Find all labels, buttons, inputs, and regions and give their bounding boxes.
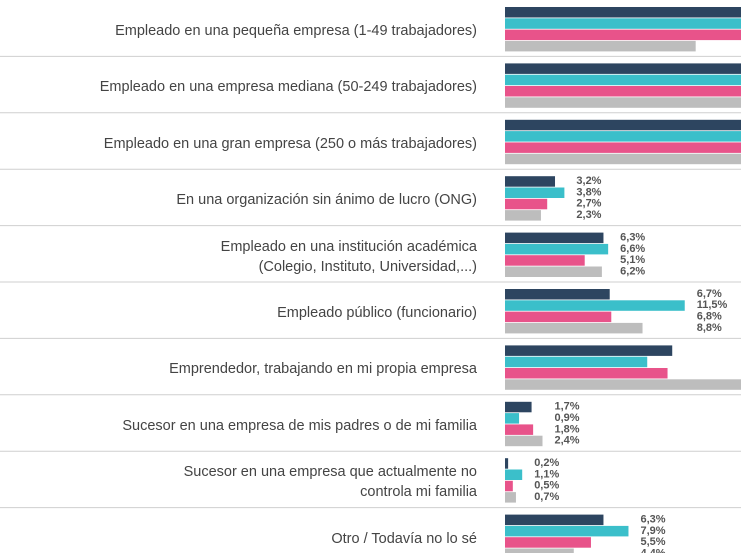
bar [505, 74, 741, 86]
bar [505, 424, 534, 435]
bar [505, 29, 741, 41]
value-label: 1,8% [555, 423, 580, 435]
bar [505, 232, 604, 244]
category-label: En una organización sin ánimo de lucro (… [176, 192, 477, 209]
bar [505, 7, 741, 18]
category-label: Empleado en una empresa mediana (50-249 … [99, 79, 477, 96]
bar [505, 142, 741, 153]
bar [505, 119, 741, 131]
value-label: 6,6% [620, 243, 645, 255]
value-label: 4,4% [640, 547, 665, 553]
bar [505, 379, 741, 390]
value-label: 6,3% [620, 232, 645, 244]
category-label: Sucesor en una empresa que actualmente n… [183, 464, 477, 501]
category-label: Otro / Todavía no lo sé [331, 530, 477, 547]
value-label: 0,2% [534, 457, 559, 469]
bar [505, 401, 532, 413]
bar [505, 153, 741, 165]
bar [505, 40, 696, 52]
bar [505, 469, 523, 480]
value-label: 0,9% [555, 412, 580, 424]
bar [505, 63, 741, 74]
value-label: 1,7% [555, 401, 580, 413]
value-label: 2,3% [576, 209, 601, 221]
category-label: Emprendedor, trabajando en mi propia emp… [169, 361, 477, 378]
value-label: 3,2% [576, 175, 601, 187]
bar [505, 86, 741, 97]
value-label: 0,7% [534, 491, 559, 503]
bar [505, 322, 643, 334]
bar [505, 514, 604, 526]
bar [505, 131, 741, 142]
category-label: Empleado en una gran empresa (250 o más … [103, 135, 477, 152]
category-label: Sucesor en una empresa de mis padres o d… [122, 417, 477, 434]
bar [505, 525, 629, 537]
value-label: 3,8% [576, 186, 601, 198]
bar [505, 243, 609, 255]
category-label: Empleado en una pequeña empresa (1-49 tr… [115, 23, 477, 39]
bar [505, 198, 548, 210]
bar [505, 300, 685, 311]
value-label: 2,4% [555, 435, 580, 447]
value-label: 1,1% [534, 468, 559, 480]
bar [505, 480, 513, 492]
bar [505, 492, 516, 503]
value-label: 6,2% [620, 265, 645, 277]
bar [505, 266, 602, 277]
category-label: Empleado en una institución académica (C… [220, 238, 477, 275]
bar [505, 345, 673, 356]
bar [505, 255, 585, 266]
bar [505, 97, 741, 108]
bar [505, 537, 591, 548]
bar [505, 368, 668, 379]
value-label: 5,1% [620, 254, 645, 266]
value-label: 11,5% [697, 299, 728, 311]
bar [505, 187, 565, 198]
value-label: 6,7% [697, 288, 722, 300]
bar [505, 413, 520, 424]
bar [505, 356, 648, 368]
value-label: 6,8% [697, 311, 722, 323]
value-label: 5,5% [640, 536, 665, 548]
value-label: 0,5% [534, 480, 559, 492]
bar [505, 548, 574, 553]
bar [505, 435, 543, 447]
category-label: Empleado público (funcionario) [277, 305, 477, 321]
bar [505, 18, 741, 29]
bar [505, 311, 612, 323]
value-label: 7,9% [640, 525, 665, 537]
bar [505, 289, 610, 300]
bar [505, 458, 509, 469]
value-label: 8,8% [697, 322, 722, 334]
value-label: 6,3% [640, 514, 665, 526]
bar [505, 176, 556, 187]
value-label: 2,7% [576, 198, 601, 210]
bar [505, 210, 541, 221]
bars [505, 7, 741, 553]
